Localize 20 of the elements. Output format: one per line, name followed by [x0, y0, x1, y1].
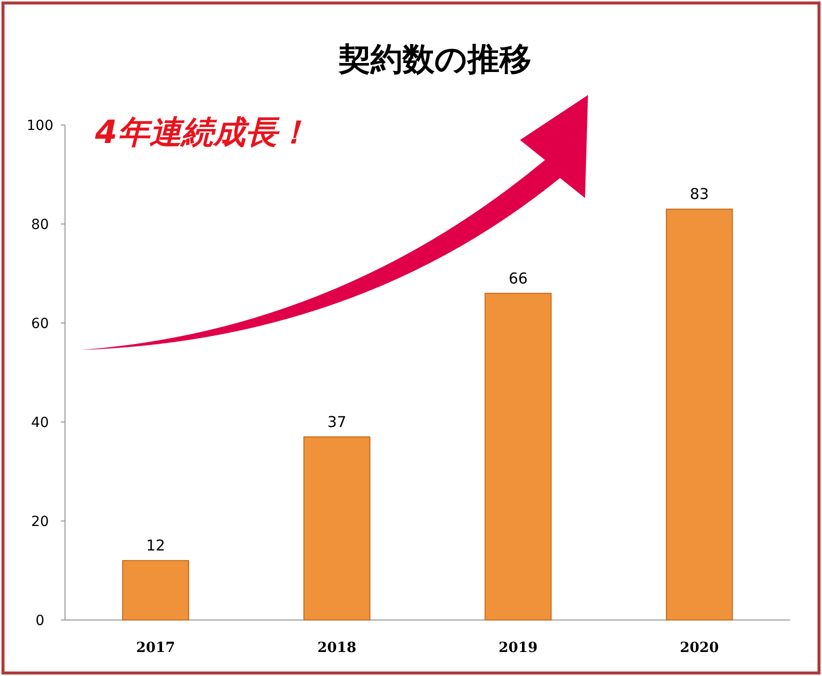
- annotation: 4年連続成長！: [94, 113, 310, 151]
- bar: [484, 292, 552, 620]
- chart-title: 契約数の推移: [338, 40, 532, 78]
- x-tick-label: 2017: [136, 640, 176, 656]
- bar: [122, 560, 190, 620]
- y-tick-label: 60: [31, 316, 49, 332]
- x-tick-label: 2019: [498, 640, 538, 656]
- bar: [303, 436, 370, 620]
- y-tick-label: 0: [36, 613, 44, 629]
- x-tick-label: 2018: [317, 640, 356, 656]
- y-tick-label: 20: [31, 514, 49, 530]
- y-tick-label: 40: [31, 415, 49, 431]
- y-tick-label: 100: [26, 118, 54, 134]
- data-label: 37: [327, 412, 346, 431]
- x-tick-label: 2020: [680, 640, 720, 656]
- data-label: 12: [146, 536, 166, 555]
- bar: [666, 208, 733, 620]
- y-tick-label: 80: [31, 217, 49, 233]
- data-label: 66: [508, 269, 528, 288]
- data-label: 83: [690, 185, 709, 204]
